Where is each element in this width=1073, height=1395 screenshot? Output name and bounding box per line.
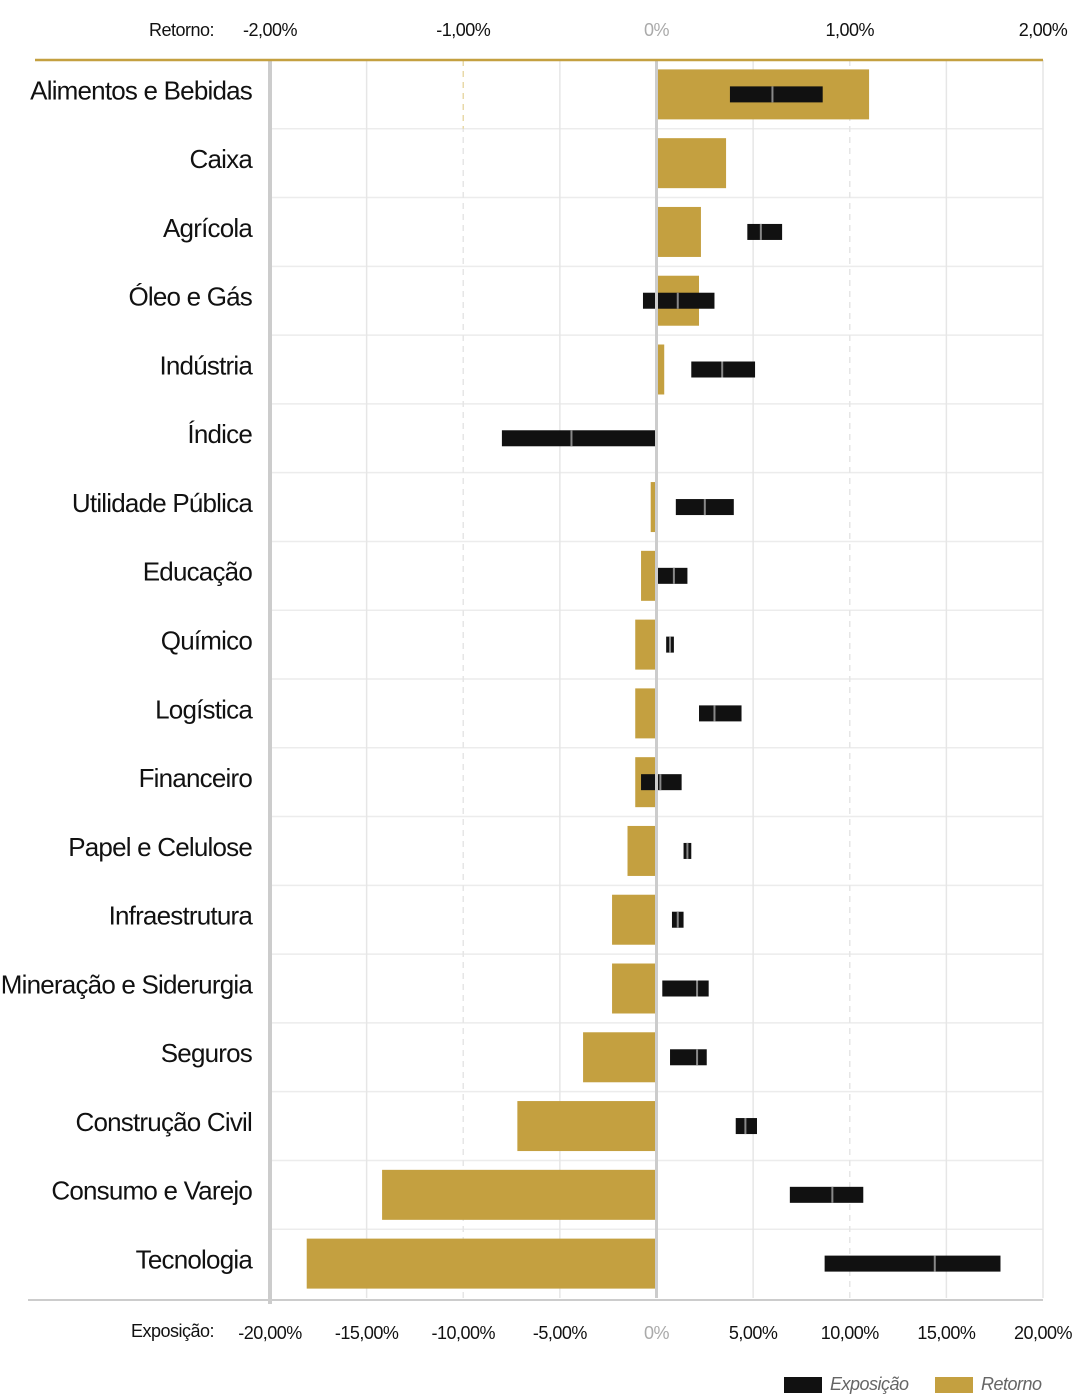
x-tick-label: 20,00% (1014, 1323, 1073, 1343)
bar (583, 1032, 657, 1083)
range-bar (656, 567, 688, 584)
bar (382, 1169, 657, 1220)
x-tick-label: 10,00% (821, 1323, 880, 1343)
x2-tick-label: 0% (644, 20, 670, 40)
bar (656, 138, 727, 189)
x-tick-label: 0% (644, 1323, 670, 1343)
range-bar (747, 223, 783, 240)
bar (612, 963, 657, 1014)
x-tick-label: -5,00% (533, 1323, 588, 1343)
x-tick-label: -20,00% (238, 1323, 302, 1343)
bar (641, 550, 657, 601)
bar (306, 1238, 657, 1289)
legend-label: Exposição (830, 1374, 909, 1394)
range-bar (670, 1049, 707, 1066)
range-bar (699, 705, 742, 722)
range-bar (662, 980, 709, 997)
range-bar (789, 1186, 864, 1203)
x-tick-label: -15,00% (335, 1323, 399, 1343)
range-bar (729, 86, 823, 103)
x-axis-label: Exposição: (131, 1321, 214, 1341)
bar (627, 825, 657, 876)
category-label: Seguros (161, 1038, 253, 1068)
category-label: Utilidade Pública (72, 488, 253, 518)
bar (656, 344, 665, 395)
bar (650, 482, 657, 533)
category-label: Educação (143, 557, 253, 587)
category-label: Indústria (159, 350, 253, 380)
category-label: Caixa (190, 144, 254, 174)
category-label: Papel e Celulose (68, 832, 252, 862)
category-label: Financeiro (139, 763, 253, 793)
category-label: Índice (187, 419, 252, 449)
range-bar (501, 430, 657, 447)
category-label: Infraestrutura (109, 901, 254, 931)
x2-tick-label: -1,00% (436, 20, 491, 40)
x2-tick-label: -2,00% (243, 20, 298, 40)
category-label: Agrícola (163, 213, 253, 243)
category-label: Químico (161, 625, 253, 655)
category-label: Alimentos e Bebidas (30, 75, 253, 105)
x-tick-label: -10,00% (431, 1323, 495, 1343)
category-label: Logística (155, 694, 253, 724)
x2-tick-label: 1,00% (825, 20, 874, 40)
category-label: Construção Civil (76, 1107, 253, 1137)
bar (517, 1101, 657, 1152)
legend-label: Retorno (981, 1374, 1042, 1394)
x2-axis-label: Retorno: (149, 20, 214, 40)
x-tick-label: 5,00% (729, 1323, 778, 1343)
bar (635, 688, 657, 739)
bar (635, 619, 657, 670)
category-label: Tecnologia (136, 1244, 254, 1274)
category-label: Consumo e Varejo (51, 1176, 252, 1206)
category-label: Óleo e Gás (128, 282, 252, 312)
bar (656, 206, 701, 257)
legend-swatch (935, 1377, 973, 1393)
legend-swatch (784, 1377, 822, 1393)
x2-tick-label: 2,00% (1019, 20, 1068, 40)
bar (612, 894, 657, 945)
x-tick-label: 15,00% (917, 1323, 976, 1343)
category-label: Mineração e Siderurgia (1, 969, 254, 999)
range-bar (824, 1255, 1001, 1272)
